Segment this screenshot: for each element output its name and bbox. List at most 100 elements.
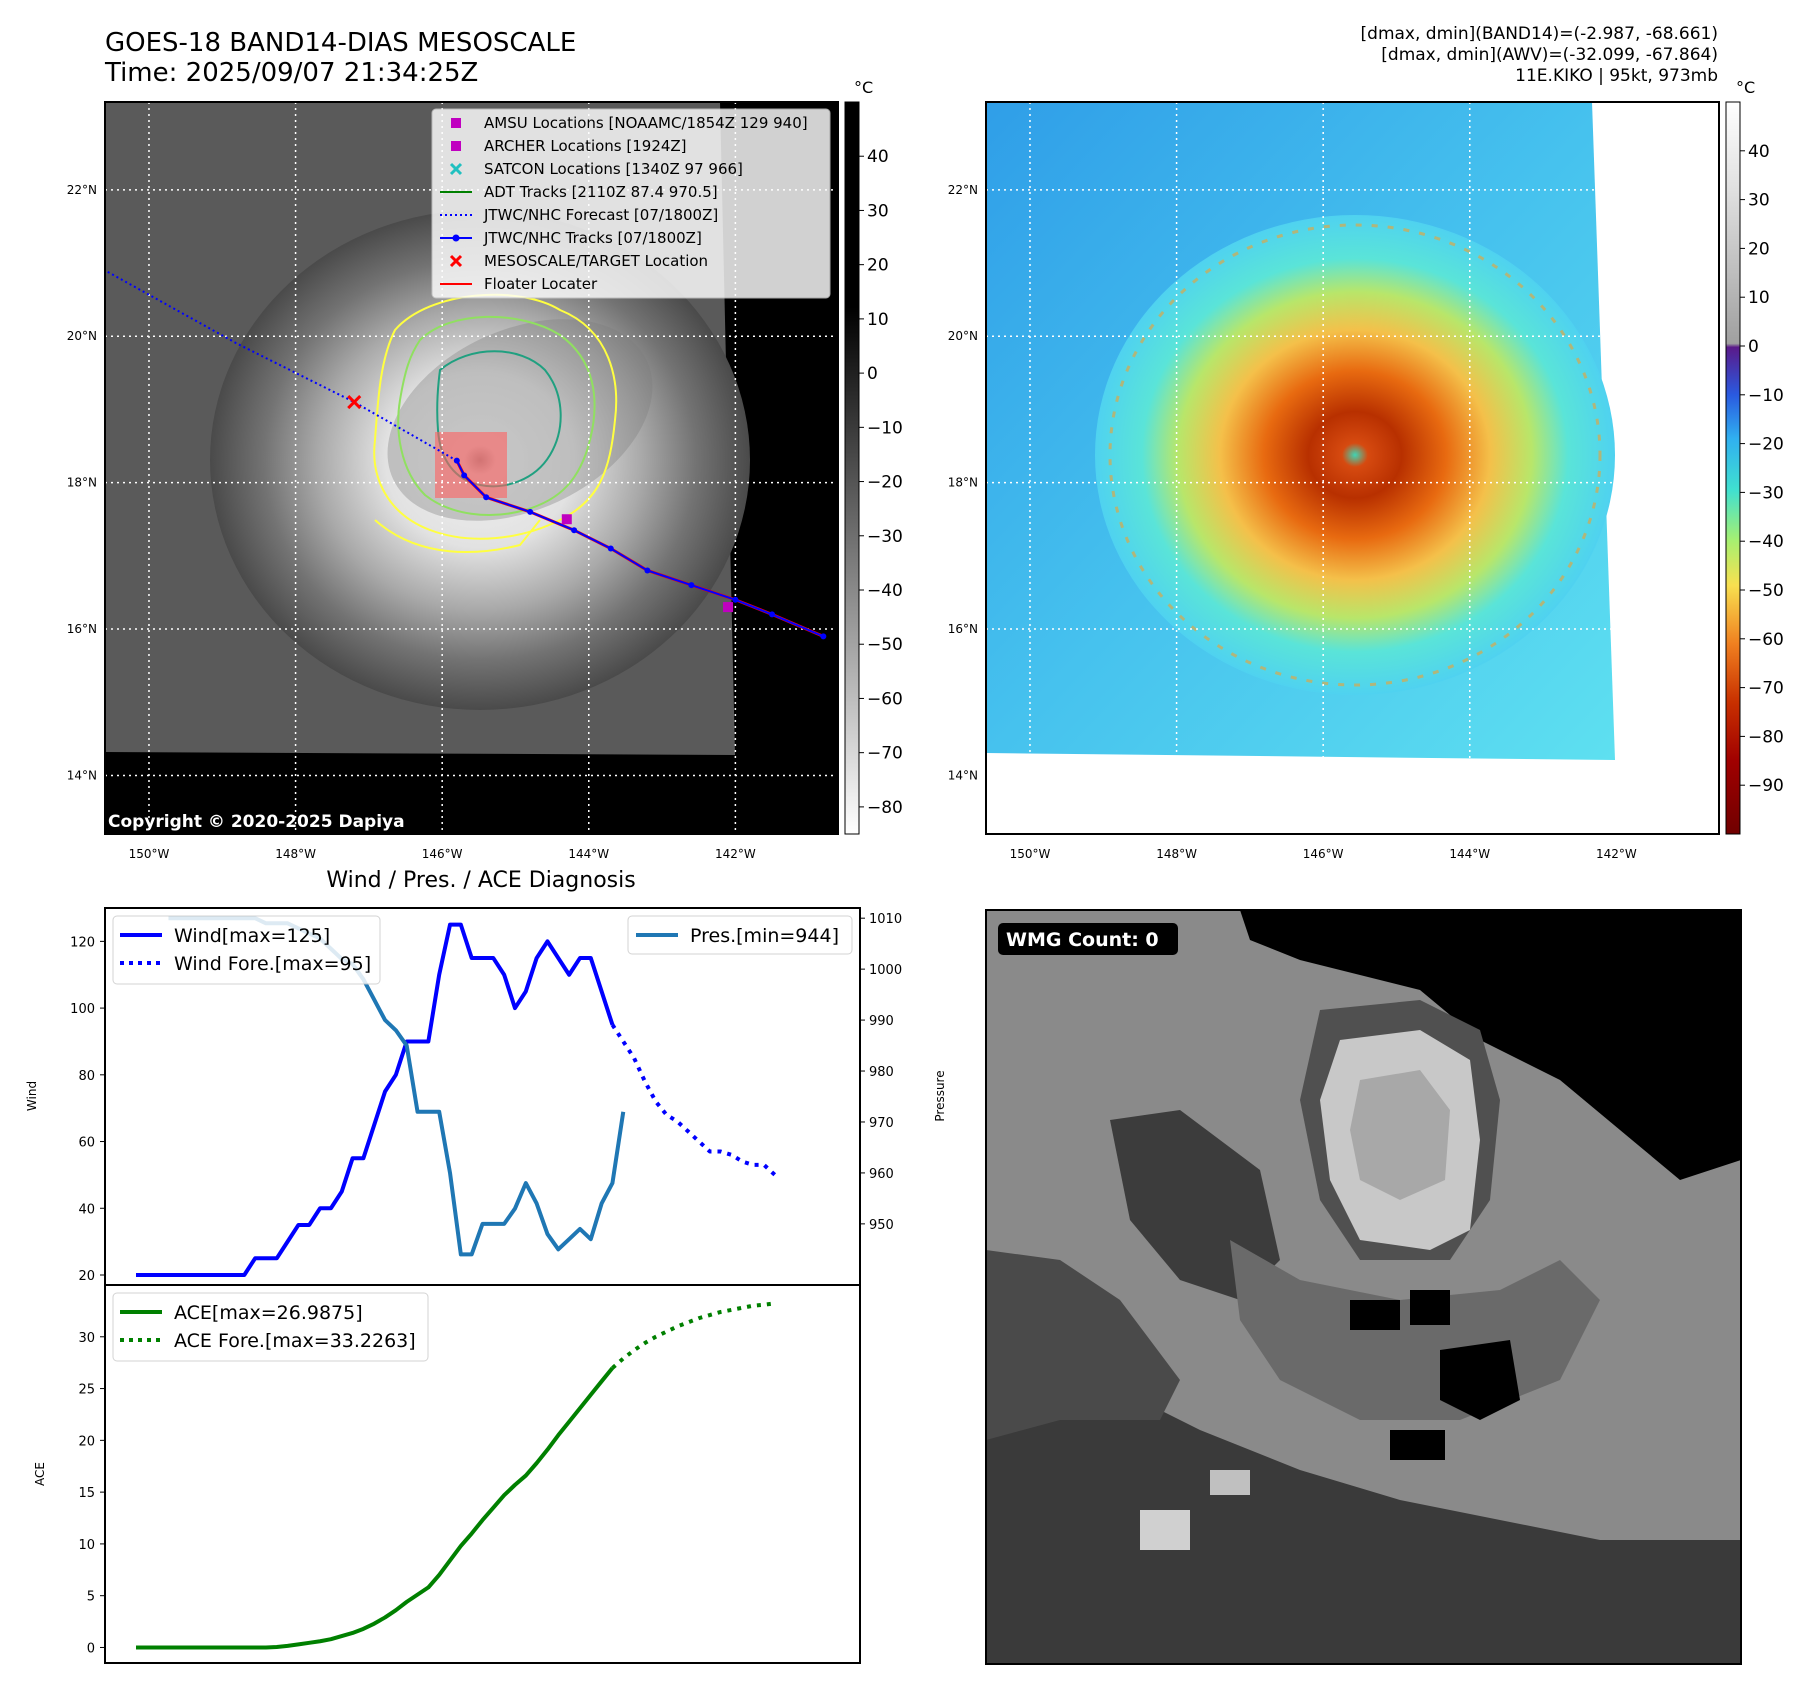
track-point	[607, 545, 614, 552]
info-band14: [dmax, dmin](BAND14)=(-2.987, -68.661)	[1361, 24, 1718, 44]
colorbar-tick-label: 10	[867, 310, 889, 330]
map-lat-label: 16°N	[67, 622, 97, 636]
map-lon-label: 148°W	[275, 847, 316, 861]
legend-label: ARCHER Locations [1924Z]	[484, 137, 687, 155]
track-point	[453, 457, 460, 464]
ace-forecast-legend-label: ACE Fore.[max=33.2263]	[174, 1330, 416, 1352]
legend-label: Floater Locater	[484, 275, 598, 293]
wind-forecast-line	[610, 1023, 777, 1177]
ace-axis-label: ACE	[33, 1462, 47, 1486]
map-lon-label: 148°W	[1156, 847, 1197, 861]
pressure-legend-label: Pres.[min=944]	[690, 925, 839, 947]
ace-forecast-line	[611, 1301, 776, 1370]
wmg-cold-cell-3	[1440, 1340, 1520, 1420]
awv-outer-band	[1108, 223, 1602, 687]
wind-axis-label: Wind	[25, 1081, 39, 1111]
wmg-cold-cell-2	[1410, 1290, 1450, 1325]
colorbar-tick-label: 40	[867, 147, 889, 167]
map-lat-label: 16°N	[948, 622, 978, 636]
colorbar-tick-label: −50	[1748, 581, 1784, 601]
amsu-marker	[561, 514, 572, 525]
info-storm: 11E.KIKO | 95kt, 973mb	[1515, 66, 1718, 86]
ir-colorbar-unit: °C	[854, 78, 873, 97]
wmg-cold-cell-1	[1350, 1300, 1400, 1330]
colorbar-tick-label: 0	[867, 364, 878, 384]
map-lon-label: 146°W	[1303, 847, 1344, 861]
pressure-ytick-label: 970	[869, 1116, 894, 1131]
awv-colorbar: °C 40 30 20 10 0 −10 −20 −30 −40 −50 −60 −70 −80 −90	[1725, 78, 1784, 835]
wind-legend: Wind[max=125] Wind Fore.[max=95]	[112, 915, 381, 985]
track-point	[688, 582, 695, 589]
wmg-eye-inner	[1350, 1070, 1450, 1200]
map-lat-label: 22°N	[67, 183, 97, 197]
awv-colorbar-gradient	[1725, 101, 1741, 835]
ace-ytick-label: 0	[87, 1641, 95, 1656]
ace-ytick-label: 15	[78, 1486, 95, 1501]
colorbar-tick-label: 30	[867, 201, 889, 221]
map-legend: AMSU Locations [NOAAMC/1854Z 129 940] ARC…	[431, 108, 831, 299]
wind-ytick-label: 40	[78, 1202, 95, 1217]
pressure-ytick-label: 980	[869, 1065, 894, 1080]
map-lon-label: 142°W	[715, 847, 756, 861]
legend-label: JTWC/NHC Forecast [07/1800Z]	[483, 206, 718, 224]
legend-marker	[452, 234, 460, 242]
colorbar-tick-label: −20	[867, 473, 903, 493]
wmg-frame	[985, 909, 1742, 1665]
ace-ytick-label: 25	[78, 1383, 95, 1398]
colorbar-tick-label: 30	[1748, 191, 1770, 211]
awv-map-overlay	[986, 102, 1719, 834]
colorbar-tick-label: −60	[1748, 630, 1784, 650]
map-lat-label: 18°N	[948, 476, 978, 490]
amsu-marker	[723, 602, 734, 613]
colorbar-tick-label: 10	[1748, 288, 1770, 308]
wmg-black-region	[1240, 910, 1741, 1180]
ace-legend: ACE[max=26.9875] ACE Fore.[max=33.2263]	[112, 1292, 429, 1362]
map-lat-label: 20°N	[948, 329, 978, 343]
copyright-text: Copyright © 2020-2025 Dapiya	[108, 812, 405, 832]
wmg-warm-cell-2	[1210, 1470, 1250, 1495]
colorbar-tick-label: −20	[1748, 435, 1784, 455]
pressure-legend: Pres.[min=944]	[627, 915, 853, 955]
ir-map-frame	[104, 101, 839, 835]
wind-series-line	[136, 922, 615, 1277]
wind-ytick-label: 80	[78, 1069, 95, 1084]
map-lon-label: 146°W	[422, 847, 463, 861]
colorbar-tick-label: −40	[867, 581, 903, 601]
wind-ytick-label: 100	[70, 1002, 95, 1017]
legend-marker	[451, 141, 461, 151]
colorbar-tick-label: −80	[1748, 727, 1784, 747]
legend-label: ADT Tracks [2110Z 87.4 970.5]	[484, 183, 718, 201]
ir-colorbar-gradient	[844, 101, 860, 835]
wind-forecast-legend-label: Wind Fore.[max=95]	[174, 953, 371, 975]
ace-ytick-label: 10	[78, 1538, 95, 1553]
map-lon-label: 144°W	[568, 847, 609, 861]
colorbar-tick-label: 0	[1748, 337, 1759, 357]
colorbar-tick-label: −30	[867, 527, 903, 547]
colorbar-tick-label: −10	[1748, 386, 1784, 406]
wind-ytick-label: 120	[70, 935, 95, 950]
colorbar-tick-label: 40	[1748, 142, 1770, 162]
target-marker	[347, 395, 362, 410]
map-legend-box	[431, 108, 831, 299]
wmg-cold-cell-4	[1390, 1430, 1445, 1460]
track-point	[732, 596, 739, 603]
map-lat-label: 14°N	[948, 768, 978, 782]
map-lat-label: 20°N	[67, 329, 97, 343]
map-lon-label: 150°W	[129, 847, 170, 861]
awv-map-frame	[985, 101, 1720, 835]
map-lon-label: 142°W	[1596, 847, 1637, 861]
pressure-axis-label: Pressure	[933, 1070, 947, 1121]
ace-plot: 0 5 10 15 20 25 30	[78, 1301, 776, 1656]
colorbar-tick-label: −10	[867, 418, 903, 438]
colorbar-tick-label: −70	[1748, 679, 1784, 699]
awv-colorbar-unit: °C	[1736, 78, 1755, 97]
wmg-warm-cell	[1140, 1510, 1190, 1550]
map-lat-label: 22°N	[948, 183, 978, 197]
pressure-ytick-label: 950	[869, 1218, 894, 1233]
pressure-ytick-label: 1010	[869, 912, 902, 927]
pressure-ytick-label: 1000	[869, 963, 902, 978]
colorbar-tick-label: −40	[1748, 532, 1784, 552]
wmg-badge: WMG Count: 0	[1006, 929, 1159, 951]
wmg-dark-region-bottom	[986, 1390, 1741, 1664]
ace-series-line	[136, 1366, 614, 1650]
